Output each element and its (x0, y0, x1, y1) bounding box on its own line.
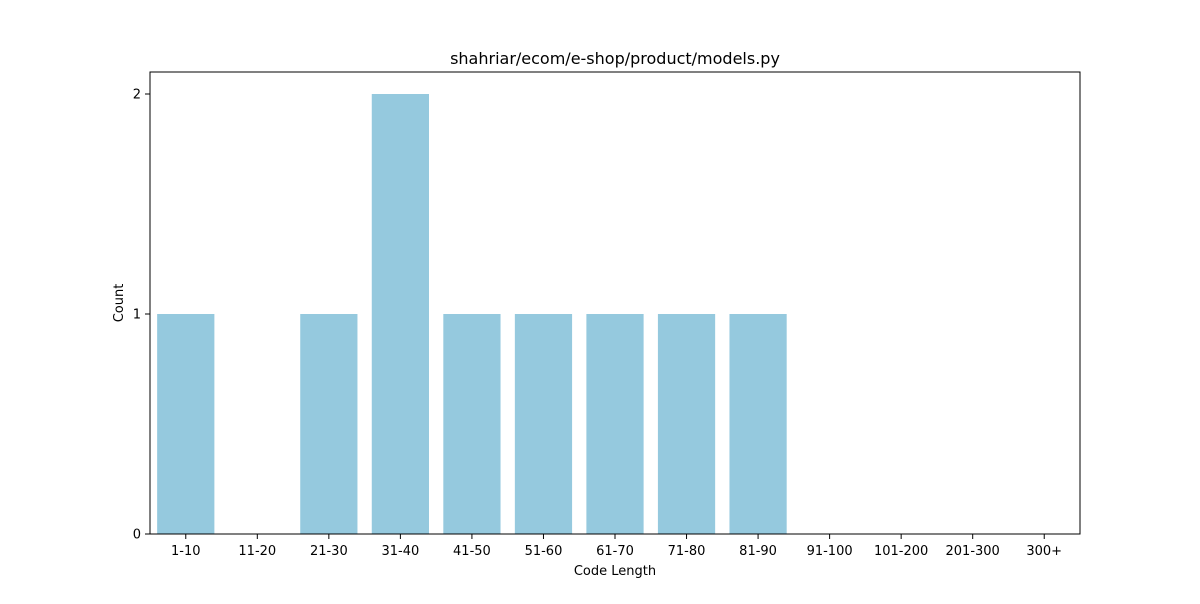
x-tick-label: 71-80 (668, 544, 706, 559)
x-tick-label: 300+ (1026, 544, 1062, 559)
bar-81-90 (729, 314, 787, 534)
bar-71-80 (657, 314, 716, 534)
x-tick-label: 11-20 (238, 544, 276, 559)
x-tick-label: 201-300 (946, 544, 1000, 559)
y-axis-ticks: 0 1 2 (133, 88, 150, 543)
x-tick-label: 1-10 (171, 544, 201, 559)
bar-21-30 (300, 314, 358, 534)
x-tick-label: 21-30 (310, 544, 348, 559)
x-axis-label: Code Length (574, 564, 656, 579)
bar-61-70 (586, 314, 644, 534)
bar-1-10 (157, 314, 215, 534)
x-axis-ticks: 1-10 11-20 21-30 31-40 41-50 51-60 61-70 71-80 8… (171, 534, 1062, 559)
x-tick-label: 61-70 (596, 544, 634, 559)
bars-group (157, 94, 787, 534)
y-tick-label: 1 (133, 308, 141, 323)
x-tick-label: 91-100 (807, 544, 853, 559)
chart-title: shahriar/ecom/e-shop/product/models.py (450, 49, 780, 68)
x-tick-label: 81-90 (739, 544, 777, 559)
y-tick-label: 0 (133, 528, 141, 543)
bar-51-60 (514, 314, 573, 534)
y-tick-label: 2 (133, 88, 141, 103)
y-axis-label: Count (112, 284, 127, 323)
x-tick-label: 101-200 (874, 544, 928, 559)
x-tick-label: 51-60 (525, 544, 563, 559)
bar-31-40 (371, 94, 429, 534)
bar-41-50 (443, 314, 501, 534)
x-tick-label: 31-40 (381, 544, 419, 559)
x-tick-label: 41-50 (453, 544, 491, 559)
